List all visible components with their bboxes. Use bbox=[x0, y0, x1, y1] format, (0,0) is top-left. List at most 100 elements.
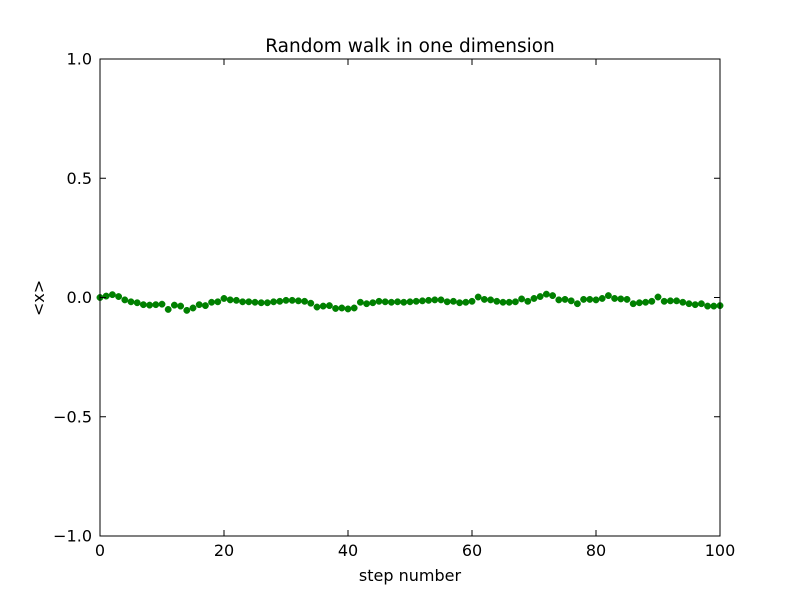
data-point bbox=[666, 297, 674, 305]
data-point bbox=[673, 297, 681, 305]
data-point bbox=[642, 298, 650, 306]
data-point bbox=[387, 298, 395, 306]
y-axis-label: <x> bbox=[29, 280, 48, 316]
data-point bbox=[195, 301, 203, 309]
data-point bbox=[474, 293, 482, 301]
data-point bbox=[313, 303, 321, 311]
data-point bbox=[201, 302, 209, 310]
data-point bbox=[270, 298, 278, 306]
data-point bbox=[232, 296, 240, 304]
plot-frame bbox=[99, 58, 721, 537]
data-point bbox=[635, 299, 643, 307]
data-point bbox=[580, 295, 588, 303]
data-point bbox=[369, 299, 377, 307]
data-point bbox=[412, 297, 420, 305]
data-point bbox=[443, 298, 451, 306]
data-point bbox=[654, 293, 662, 301]
data-point bbox=[431, 296, 439, 304]
data-point bbox=[307, 299, 315, 307]
data-point bbox=[121, 296, 129, 304]
data-point bbox=[685, 300, 693, 308]
chart-title: Random walk in one dimension bbox=[265, 36, 555, 57]
data-point bbox=[425, 296, 433, 304]
data-point bbox=[629, 300, 637, 308]
data-point bbox=[400, 298, 408, 306]
data-point bbox=[691, 301, 699, 309]
data-point bbox=[288, 296, 296, 304]
data-point bbox=[462, 298, 470, 306]
data-point bbox=[189, 304, 197, 312]
data-point bbox=[418, 297, 426, 305]
x-tick-label: 80 bbox=[586, 541, 606, 560]
data-point bbox=[468, 297, 476, 305]
data-point bbox=[598, 295, 606, 302]
data-point bbox=[394, 298, 402, 306]
data-point bbox=[518, 295, 526, 303]
x-tick-label: 0 bbox=[95, 541, 105, 560]
data-point bbox=[356, 298, 364, 306]
data-point bbox=[710, 302, 718, 310]
data-point bbox=[648, 297, 656, 305]
x-tick-label: 20 bbox=[214, 541, 234, 560]
data-point bbox=[332, 305, 340, 312]
data-point bbox=[251, 298, 259, 306]
data-point bbox=[493, 297, 501, 305]
data-point bbox=[170, 301, 178, 309]
data-point bbox=[449, 297, 457, 305]
data-point bbox=[524, 297, 532, 305]
data-point bbox=[108, 291, 116, 299]
data-point bbox=[325, 302, 333, 310]
data-point bbox=[245, 298, 253, 306]
y-tick-label: 1.0 bbox=[67, 50, 92, 69]
x-tick-label: 100 bbox=[705, 541, 736, 560]
data-point bbox=[115, 293, 123, 300]
x-tick-label: 40 bbox=[338, 541, 358, 560]
data-point bbox=[480, 295, 488, 303]
data-point bbox=[363, 300, 371, 308]
y-tick-label: 0.0 bbox=[67, 288, 92, 307]
y-axis: 1.0 0.5 0.0 −0.5 −1.0 bbox=[53, 50, 720, 546]
data-point bbox=[704, 302, 712, 310]
data-point bbox=[660, 297, 668, 305]
data-point bbox=[542, 290, 550, 298]
data-point bbox=[573, 300, 581, 308]
data-point bbox=[350, 304, 358, 312]
data-point bbox=[294, 297, 302, 305]
data-point bbox=[505, 298, 513, 306]
data-point bbox=[220, 295, 228, 302]
data-point bbox=[257, 299, 265, 307]
data-point bbox=[208, 298, 216, 306]
data-point bbox=[375, 297, 383, 305]
y-tick-label: −0.5 bbox=[53, 407, 92, 426]
data-point bbox=[530, 295, 538, 302]
data-point bbox=[549, 292, 557, 300]
data-point bbox=[177, 302, 185, 310]
data-point bbox=[344, 305, 352, 313]
data-point bbox=[592, 296, 600, 304]
data-point bbox=[437, 296, 445, 304]
data-point bbox=[381, 298, 389, 306]
data-point bbox=[555, 296, 563, 304]
data-point bbox=[456, 299, 464, 307]
data-point bbox=[239, 298, 247, 306]
data-point bbox=[586, 295, 594, 303]
data-point bbox=[604, 292, 612, 300]
x-axis: 0 20 40 60 80 100 bbox=[95, 59, 735, 560]
data-point bbox=[301, 297, 309, 305]
data-point bbox=[282, 296, 290, 304]
plot-area bbox=[96, 290, 724, 314]
x-axis-label: step number bbox=[359, 566, 462, 585]
data-point bbox=[133, 299, 141, 307]
data-point bbox=[567, 297, 575, 305]
y-tick-label: −1.0 bbox=[53, 527, 92, 546]
data-point bbox=[679, 298, 687, 306]
data-point bbox=[611, 295, 619, 302]
data-point bbox=[487, 296, 495, 304]
data-point bbox=[319, 302, 327, 310]
data-point bbox=[511, 298, 519, 306]
data-point bbox=[697, 300, 705, 308]
data-point bbox=[158, 300, 166, 308]
data-point bbox=[276, 297, 284, 305]
data-point bbox=[536, 293, 544, 300]
data-point bbox=[127, 298, 135, 306]
